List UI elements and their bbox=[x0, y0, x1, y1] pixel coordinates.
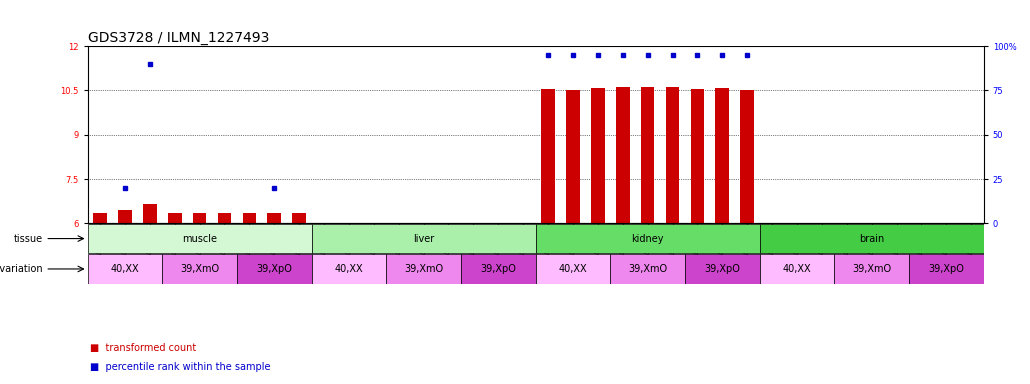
Bar bbox=[566, 90, 580, 223]
Text: GDS3728 / ILMN_1227493: GDS3728 / ILMN_1227493 bbox=[88, 31, 269, 45]
Bar bbox=[610, 254, 685, 283]
Bar bbox=[536, 224, 759, 253]
Bar bbox=[311, 254, 386, 283]
Bar bbox=[386, 254, 460, 283]
Text: 39,XpO: 39,XpO bbox=[928, 264, 964, 274]
Bar bbox=[118, 210, 132, 223]
Bar bbox=[685, 254, 759, 283]
Bar bbox=[591, 88, 605, 223]
Text: tissue: tissue bbox=[13, 233, 43, 243]
Bar bbox=[536, 254, 610, 283]
Bar bbox=[88, 224, 311, 253]
Bar bbox=[242, 213, 256, 223]
Text: muscle: muscle bbox=[182, 233, 217, 243]
Text: 39,XmO: 39,XmO bbox=[628, 264, 667, 274]
Bar bbox=[908, 254, 984, 283]
Bar bbox=[834, 254, 908, 283]
Bar bbox=[193, 213, 206, 223]
Text: liver: liver bbox=[413, 233, 435, 243]
Bar bbox=[616, 87, 629, 223]
Text: 39,XpO: 39,XpO bbox=[480, 264, 516, 274]
Bar bbox=[237, 254, 311, 283]
Bar bbox=[716, 88, 729, 223]
Bar bbox=[641, 88, 654, 223]
Bar bbox=[268, 213, 281, 223]
Bar bbox=[293, 213, 306, 223]
Text: 39,XmO: 39,XmO bbox=[404, 264, 443, 274]
Text: 39,XmO: 39,XmO bbox=[852, 264, 891, 274]
Text: 40,XX: 40,XX bbox=[783, 264, 812, 274]
Text: genotype/variation: genotype/variation bbox=[0, 264, 43, 274]
Text: 40,XX: 40,XX bbox=[110, 264, 139, 274]
Text: 39,XpO: 39,XpO bbox=[256, 264, 293, 274]
Text: ■  percentile rank within the sample: ■ percentile rank within the sample bbox=[90, 362, 270, 372]
Bar bbox=[460, 254, 536, 283]
Bar bbox=[690, 89, 705, 223]
Text: brain: brain bbox=[859, 233, 885, 243]
Bar bbox=[741, 90, 754, 223]
Bar bbox=[88, 254, 163, 283]
Text: 40,XX: 40,XX bbox=[558, 264, 587, 274]
Text: 39,XpO: 39,XpO bbox=[705, 264, 741, 274]
Text: ■  transformed count: ■ transformed count bbox=[90, 343, 196, 353]
Bar bbox=[168, 213, 181, 223]
Text: 39,XmO: 39,XmO bbox=[180, 264, 219, 274]
Text: 40,XX: 40,XX bbox=[335, 264, 364, 274]
Bar bbox=[93, 213, 107, 223]
Bar bbox=[759, 224, 984, 253]
Bar bbox=[311, 224, 536, 253]
Bar bbox=[143, 204, 157, 223]
Bar bbox=[163, 254, 237, 283]
Text: kidney: kidney bbox=[631, 233, 664, 243]
Bar bbox=[759, 254, 834, 283]
Bar bbox=[217, 213, 232, 223]
Bar bbox=[665, 88, 680, 223]
Bar bbox=[541, 89, 555, 223]
